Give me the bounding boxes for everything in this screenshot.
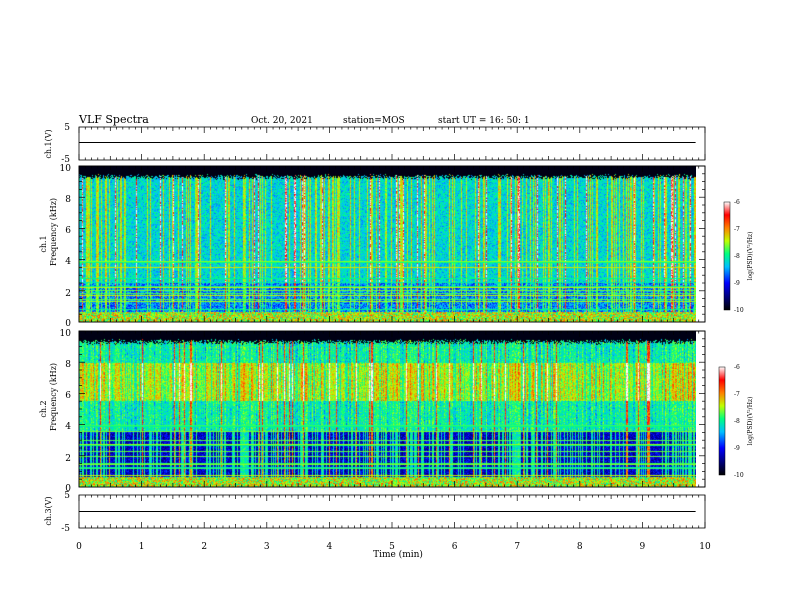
ch3-ytick-bottom: -5 [61,524,70,534]
ch2-spectrogram-image [79,331,696,487]
ch1-colorbar-tick: -10 [734,307,744,314]
ch2-colorbar-scale [718,366,726,476]
time-axis-tick-labels: 0 1 2 3 4 5 6 7 8 9 10 [76,542,711,552]
time-axis-tick-label: 3 [264,542,270,552]
ch1-ytick-bottom: -5 [61,155,70,165]
date-label: Oct. 20, 2021 [251,116,313,126]
time-axis-tick-label: 4 [327,542,333,552]
ch1-colorbar: -6 -7 -8 -9 -10 log(PSD)(V²/Hz) [723,199,754,314]
ch2-spectrogram-panel: 10 8 6 4 2 0 ch.2 Frequency (kHz) -6 -7 … [39,329,754,494]
ch2-freq-ytick-2: 2 [65,454,71,464]
time-axis-tick-label: 1 [139,542,145,552]
ch1-freq-ytick-10: 10 [60,164,72,174]
ch2-freq-ytick-4: 4 [65,422,71,432]
time-axis-label: Time (min) [373,549,423,560]
figure-title: VLF Spectra [78,113,149,126]
ch1-colorbar-label: log(PSD)(V²/Hz) [747,232,754,281]
ch1-colorbar-tick: -7 [734,226,740,233]
ch2-freq-ytick-10: 10 [60,329,72,339]
time-axis-tick-label: 7 [514,542,520,552]
time-axis-tick-label: 0 [76,542,82,552]
ch2-spectrogram-ticks [78,330,706,488]
ch2-colorbar-tick: -10 [734,472,744,479]
time-axis-tick-label: 8 [577,542,583,552]
ch2-freq-ytick-8: 8 [65,360,71,370]
ch2-colorbar-label: log(PSD)(V²/Hz) [747,397,754,446]
ch2-colorbar-tick: -8 [734,418,740,425]
ch2-spectrogram-ylabel-freq: Frequency (kHz) [49,363,58,431]
ch1-ytick-top: 5 [64,123,70,133]
ch2-freq-ytick-0: 0 [65,484,71,494]
ch1-freq-ytick-0: 0 [65,319,71,329]
time-axis-tick-label: 6 [452,542,458,552]
ch1-freq-ytick-4: 4 [65,257,71,267]
ch1-colorbar-tick: -8 [734,253,740,260]
ch1-spectrogram-ylabel-freq: Frequency (kHz) [49,198,58,266]
ch1-voltage-panel: 5 -5 ch.1(V) [44,123,706,165]
ch1-voltage-ticks [78,127,706,160]
ch3-voltage-panel: 5 -5 ch.3(V) [44,491,706,534]
ch1-spectrogram-ylabel-channel: ch.1 [39,235,48,252]
time-axis-tick-label: 10 [699,542,711,552]
ch2-colorbar-tick: -6 [734,364,740,371]
ch2-spectrogram-ylabel-channel: ch.2 [39,400,48,417]
ch3-voltage-ticks [78,495,706,528]
ch1-spectrogram-image [79,166,696,322]
ch1-freq-ytick-2: 2 [65,289,71,299]
ch1-colorbar-tick: -6 [734,199,740,206]
ch1-freq-ytick-6: 6 [65,226,71,236]
start-time-label: start UT = 16: 50: 1 [438,116,530,126]
ch2-freq-ytick-6: 6 [65,391,71,401]
station-label: station=MOS [343,116,405,126]
time-axis-tick-label: 9 [640,542,646,552]
ch1-spectrogram-panel: 10 8 6 4 2 0 ch.1 Frequency (kHz) -6 -7 … [39,164,754,329]
ch1-colorbar-scale [723,201,731,311]
time-axis-tick-label: 2 [201,542,207,552]
ch3-voltage-ylabel: ch.3(V) [44,496,53,525]
ch2-colorbar: -6 -7 -8 -9 -10 log(PSD)(V²/Hz) [718,364,754,479]
ch2-colorbar-tick: -7 [734,391,740,398]
ch1-spectrogram-ticks [78,165,706,323]
ch1-colorbar-tick: -9 [734,280,740,287]
ch2-colorbar-tick: -9 [734,445,740,452]
ch1-freq-ytick-8: 8 [65,195,71,205]
ch3-ytick-top: 5 [64,491,70,501]
time-axis-tick-label: 5 [389,542,395,552]
ch1-voltage-ylabel: ch.1(V) [44,129,53,158]
